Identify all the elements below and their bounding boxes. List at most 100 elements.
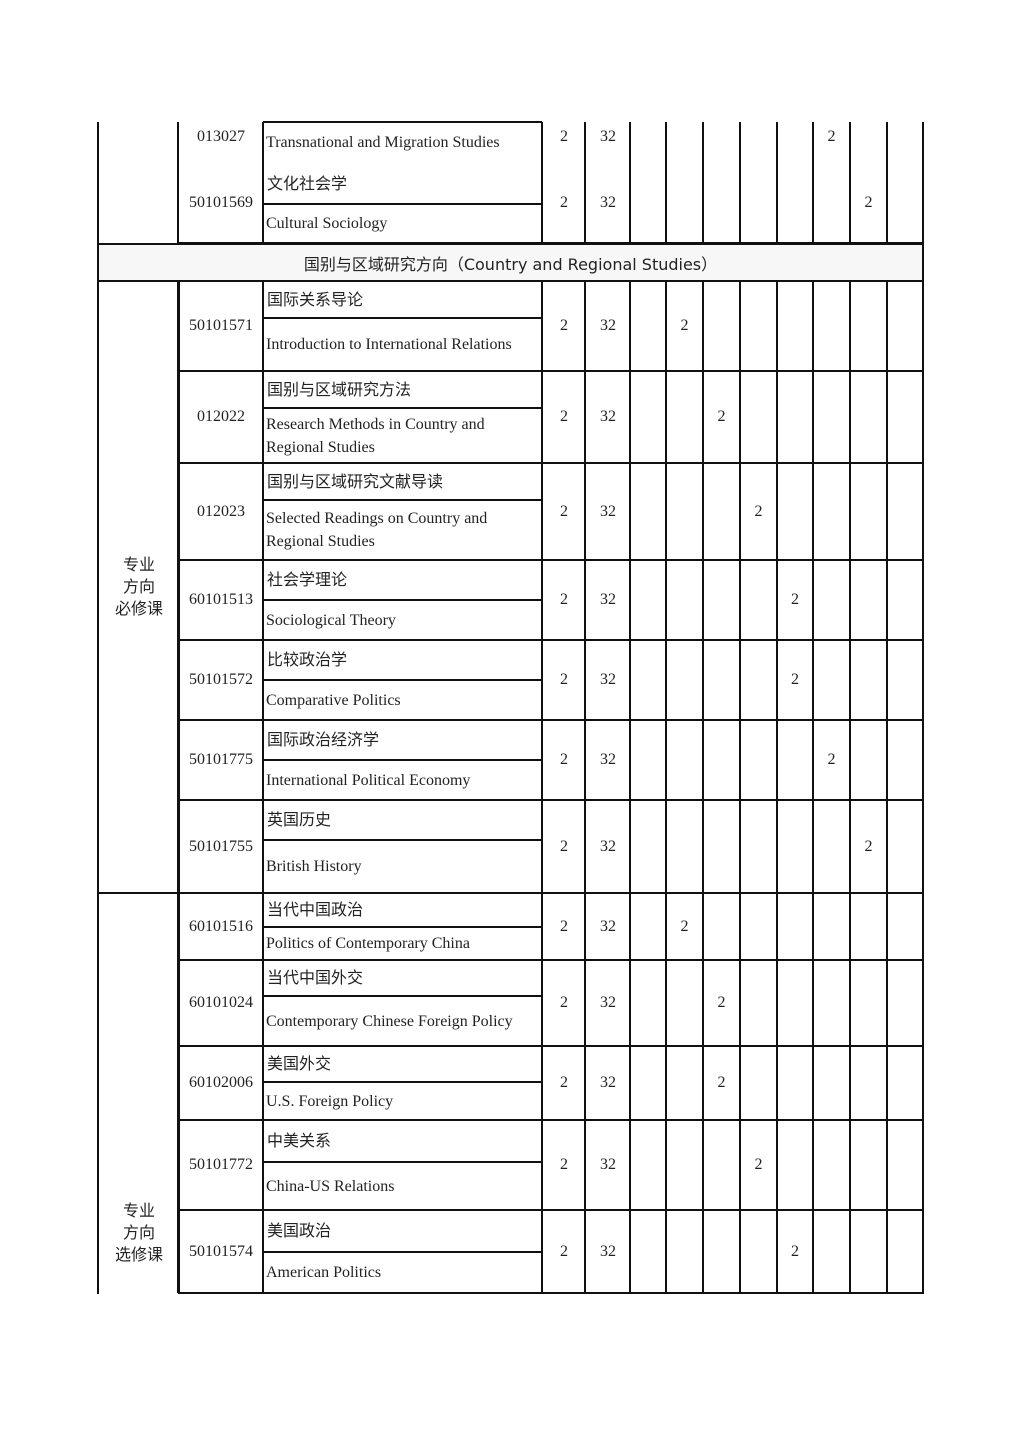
table-rule: [702, 463, 704, 560]
table-rule: [886, 371, 888, 463]
table-rule: [739, 560, 741, 640]
course-code: 50101569: [189, 194, 253, 211]
table-rule: [776, 893, 778, 960]
course-name-en: International Political Economy: [266, 771, 471, 789]
table-rule: [541, 640, 543, 720]
course-name-en: U.S. Foreign Policy: [266, 1092, 394, 1110]
table-rule: [98, 243, 924, 245]
table-rule: [262, 463, 264, 560]
table-rule: [665, 560, 667, 640]
table-rule: [886, 1046, 888, 1120]
table-rule: [665, 640, 667, 720]
table-rule: [541, 281, 543, 371]
table-rule: [739, 1210, 741, 1293]
table-rule: [178, 242, 924, 244]
table-rule: [665, 371, 667, 463]
credits: 2: [560, 917, 568, 935]
table-rule: [178, 1209, 924, 1211]
table-rule: [776, 960, 778, 1046]
table-rule: [178, 719, 924, 721]
hours: 32: [600, 502, 616, 520]
table-rule: [263, 1081, 542, 1083]
credits: 2: [560, 408, 568, 425]
table-rule: [629, 281, 631, 371]
table-rule: [178, 1292, 924, 1294]
table-rule: [849, 463, 851, 560]
hours: 32: [600, 994, 616, 1011]
table-rule: [812, 1120, 814, 1210]
table-rule: [702, 800, 704, 893]
course-name-zh: 美国政治: [267, 1221, 332, 1240]
course-code: 50101755: [189, 837, 253, 855]
course-name-en: Sociological Theory: [266, 611, 396, 629]
table-rule: [739, 640, 741, 720]
course-code: 50101775: [189, 751, 253, 768]
course-code: 60101513: [189, 591, 253, 608]
table-rule: [178, 1119, 924, 1121]
table-rule: [178, 281, 180, 1294]
credits: 2: [560, 751, 568, 768]
semester-hours: 2: [827, 751, 836, 768]
table-rule: [263, 121, 542, 123]
table-rule: [541, 1120, 543, 1210]
table-rule: [776, 122, 778, 163]
course-code: 50101772: [189, 1156, 253, 1173]
table-rule: [702, 1210, 704, 1293]
course-name-en: China-US Relations: [266, 1177, 395, 1195]
table-rule: [812, 163, 814, 243]
table-rule: [541, 1046, 543, 1120]
course-name-en: Politics of Contemporary China: [266, 935, 470, 952]
table-rule: [849, 371, 851, 463]
course-name-en: Cultural Sociology: [266, 215, 388, 232]
table-rule: [541, 122, 543, 163]
course-code: 60102006: [189, 1074, 253, 1091]
table-rule: [584, 281, 586, 371]
table-rule: [665, 1046, 667, 1120]
table-rule: [886, 463, 888, 560]
table-rule: [812, 371, 814, 463]
table-rule: [541, 163, 543, 243]
table-rule: [702, 1046, 704, 1120]
credits: 2: [560, 1242, 568, 1260]
table-rule: [849, 960, 851, 1046]
table-rule: [886, 560, 888, 640]
table-rule: [886, 893, 888, 960]
hours: 32: [600, 1074, 616, 1091]
course-name-zh: 文化社会学: [267, 173, 348, 193]
course-name-en: Research Methods in Country and Regional…: [266, 415, 485, 456]
semester-hours: 2: [864, 837, 873, 855]
table-rule: [776, 371, 778, 463]
course-name-en: American Politics: [266, 1264, 382, 1281]
hours: 32: [600, 408, 616, 425]
table-rule: [849, 893, 851, 960]
table-rule: [739, 281, 741, 371]
table-rule: [584, 1210, 586, 1293]
semester-hours: 2: [717, 408, 726, 425]
table-rule: [263, 995, 542, 997]
course-code: 012023: [197, 502, 245, 520]
table-rule: [263, 203, 542, 205]
course-name-en: Selected Readings on Country and Regiona…: [266, 510, 488, 550]
table-rule: [665, 893, 667, 960]
table-rule: [886, 163, 888, 243]
section-header: 国别与区域研究方向（Country and Regional Studies）: [99, 244, 922, 281]
table-rule: [812, 720, 814, 800]
table-rule: [702, 720, 704, 800]
credits: 2: [560, 994, 568, 1011]
group-label-required: 专业 方向 必修课: [114, 555, 163, 618]
semester-hours: 2: [827, 127, 836, 145]
semester-hours: 2: [680, 917, 689, 935]
course-name-en: Introduction to International Relations: [266, 336, 512, 353]
table-rule: [584, 163, 586, 243]
table-rule: [629, 893, 631, 960]
table-rule: [97, 122, 99, 1294]
table-rule: [776, 800, 778, 893]
table-rule: [812, 893, 814, 960]
table-rule: [263, 499, 542, 501]
table-rule: [886, 720, 888, 800]
table-rule: [263, 317, 542, 319]
semester-hours: 2: [717, 994, 726, 1011]
table-rule: [812, 122, 814, 163]
table-rule: [584, 560, 586, 640]
table-rule: [702, 122, 704, 163]
